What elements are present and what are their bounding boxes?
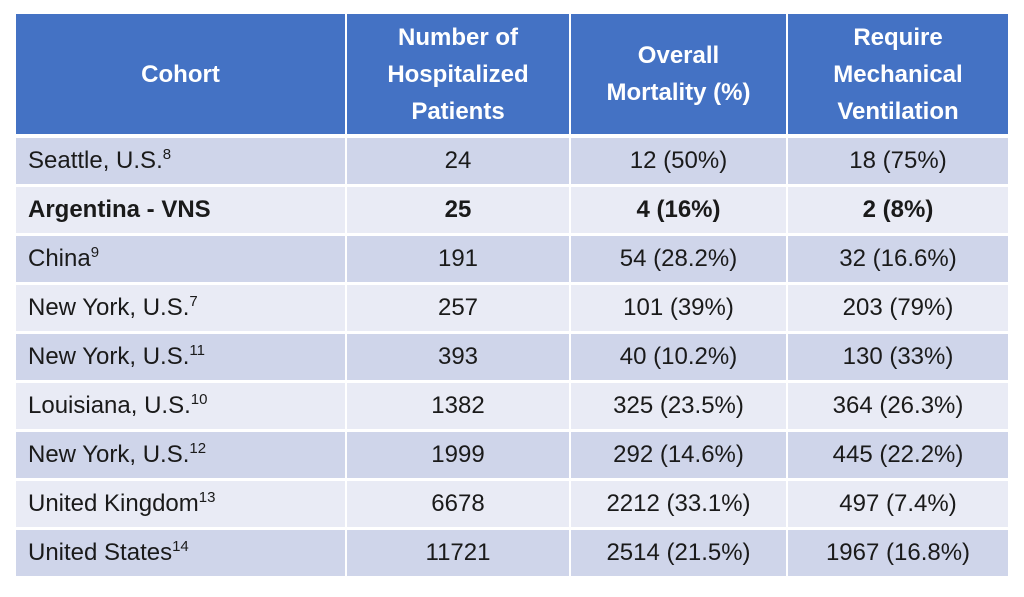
cohort-cell: United Kingdom13 — [16, 479, 347, 530]
ventilation-cell: 32 (16.6%) — [787, 234, 1008, 285]
reference-superscript: 12 — [189, 440, 207, 457]
cohort-cell: China9 — [16, 234, 347, 285]
header-hospitalized-patients: Number of Hospitalized Patients — [346, 14, 571, 138]
cohort-cell: Louisiana, U.S.10 — [16, 381, 347, 432]
ventilation-cell: 2 (8%) — [787, 185, 1008, 236]
mortality-cell: 12 (50%) — [570, 136, 788, 187]
patients-cell: 1382 — [346, 381, 571, 432]
cohort-comparison-table: Cohort Number of Hospitalized Patients Overa… — [16, 14, 1008, 579]
header-line: Mortality (%) — [606, 79, 751, 106]
cohort-name: United Kingdom — [28, 490, 199, 517]
ventilation-cell: 445 (22.2%) — [787, 430, 1008, 481]
mortality-cell: 54 (28.2%) — [570, 234, 788, 285]
cohort-name: China — [28, 245, 91, 272]
cohort-name: Seattle, U.S. — [28, 147, 163, 174]
ventilation-cell: 497 (7.4%) — [787, 479, 1008, 530]
cohort-cell: New York, U.S.7 — [16, 283, 347, 334]
cohort-name: Argentina - VNS — [28, 196, 211, 223]
table-row: United States14 11721 2514 (21.5%) 1967 (16… — [16, 528, 1008, 579]
header-line: Mechanical — [833, 60, 963, 88]
header-line: Ventilation — [837, 97, 959, 125]
patients-cell: 257 — [346, 283, 571, 334]
mortality-cell: 2212 (33.1%) — [570, 479, 788, 530]
patients-cell: 25 — [346, 185, 571, 236]
table-row: New York, U.S.11 393 40 (10.2%) 130 (33%) — [16, 332, 1008, 383]
table-row: New York, U.S.12 1999 292 (14.6%) 445 (22.2… — [16, 430, 1008, 481]
mortality-cell: 4 (16%) — [570, 185, 788, 236]
cohort-table-container: Cohort Number of Hospitalized Patients Overa… — [16, 14, 1008, 579]
cohort-name: New York, U.S. — [28, 441, 190, 468]
ventilation-cell: 18 (75%) — [787, 136, 1008, 187]
ventilation-cell: 130 (33%) — [787, 332, 1008, 383]
mortality-cell: 40 (10.2%) — [570, 332, 788, 383]
mortality-cell: 325 (23.5%) — [570, 381, 788, 432]
table-row: New York, U.S.7 257 101 (39%) 203 (79%) — [16, 283, 1008, 334]
cohort-name: New York, U.S. — [28, 343, 190, 370]
cohort-name: New York, U.S. — [28, 294, 190, 321]
reference-superscript: 10 — [190, 391, 208, 408]
header-line: Require — [853, 23, 943, 51]
patients-cell: 393 — [346, 332, 571, 383]
ventilation-cell: 364 (26.3%) — [787, 381, 1008, 432]
table-row: Argentina - VNS 25 4 (16%) 2 (8%) — [16, 185, 1008, 236]
cohort-cell: United States14 — [16, 528, 347, 579]
reference-superscript: 9 — [90, 244, 100, 261]
table-row: Louisiana, U.S.10 1382 325 (23.5%) 364 (26.… — [16, 381, 1008, 432]
table-row: China9 191 54 (28.2%) 32 (16.6%) — [16, 234, 1008, 285]
mortality-cell: 2514 (21.5%) — [570, 528, 788, 579]
patients-cell: 24 — [346, 136, 571, 187]
table-row: Seattle, U.S.8 24 12 (50%) 18 (75%) — [16, 136, 1008, 187]
reference-superscript: 11 — [189, 342, 205, 359]
ventilation-cell: 1967 (16.8%) — [787, 528, 1008, 579]
header-line: Cohort — [141, 60, 220, 88]
reference-superscript: 8 — [162, 146, 172, 163]
cohort-cell: Seattle, U.S.8 — [16, 136, 347, 187]
reference-superscript: 13 — [198, 489, 216, 506]
cohort-cell: New York, U.S.12 — [16, 430, 347, 481]
header-line: Number of — [398, 23, 518, 51]
header-row: Cohort Number of Hospitalized Patients Overa… — [16, 14, 1008, 138]
patients-cell: 6678 — [346, 479, 571, 530]
cohort-cell: New York, U.S.11 — [16, 332, 347, 383]
cohort-name: Louisiana, U.S. — [28, 392, 191, 419]
ventilation-cell: 203 (79%) — [787, 283, 1008, 334]
mortality-cell: 292 (14.6%) — [570, 430, 788, 481]
patients-cell: 191 — [346, 234, 571, 285]
patients-cell: 11721 — [346, 528, 571, 579]
mortality-cell: 101 (39%) — [570, 283, 788, 334]
header-line: Patients — [411, 97, 505, 125]
header-overall-mortality: Overall Mortality (%) — [570, 14, 788, 138]
reference-superscript: 7 — [189, 293, 198, 310]
cohort-name: United States — [28, 539, 173, 566]
header-mechanical-ventilation: Require Mechanical Ventilation — [787, 14, 1008, 138]
patients-cell: 1999 — [346, 430, 571, 481]
table-row: United Kingdom13 6678 2212 (33.1%) 497 (7.4… — [16, 479, 1008, 530]
header-line: Overall — [637, 42, 720, 69]
reference-superscript: 14 — [172, 538, 189, 555]
header-line: Hospitalized — [387, 60, 529, 88]
table-body: Seattle, U.S.8 24 12 (50%) 18 (75%) Argentin… — [16, 136, 1008, 579]
header-cohort: Cohort — [16, 14, 347, 138]
cohort-cell: Argentina - VNS — [16, 185, 347, 236]
